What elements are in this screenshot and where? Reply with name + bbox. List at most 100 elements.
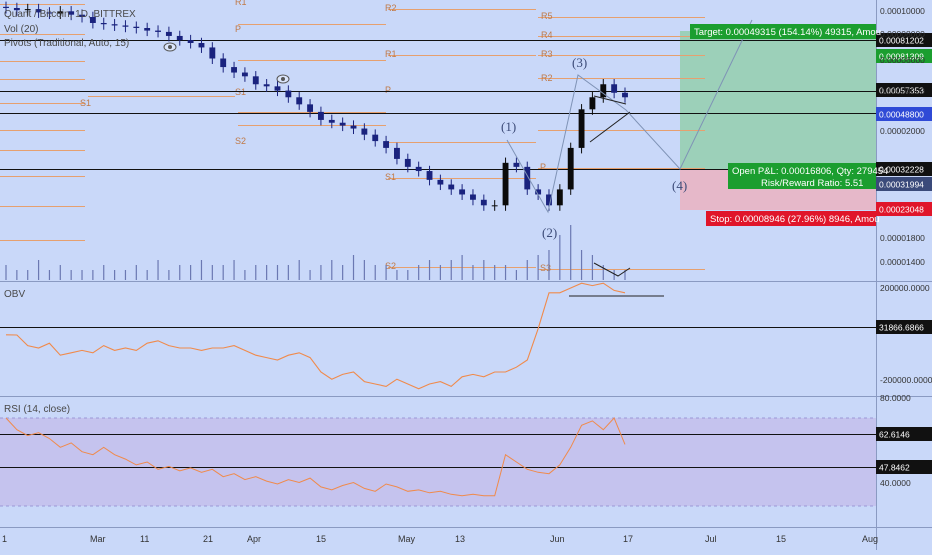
volume-bar [407,270,409,280]
price-tag-label: 0.00023048 [879,205,924,215]
time-tick-label: 15 [776,534,786,544]
time-tick-label: 1 [2,534,7,544]
volume-bar [494,265,496,280]
candle-body [307,104,314,112]
time-tick-label: Mar [90,534,106,544]
time-tick-label: 13 [455,534,465,544]
triangle-lower-line[interactable] [589,111,631,143]
pivot-label: S2 [385,261,396,271]
price-tag-label: 0.00081309 [879,52,924,62]
candle-body [252,76,259,85]
candle-body [122,25,129,27]
symbol-title: Quant / Bitcoin, 1D, BITTREX [4,9,136,20]
volume-bar [16,270,18,280]
volume-bar [124,270,127,280]
ratio-label: Risk/Reward Ratio: 5.51 [761,178,863,189]
time-tick-label: 11 [140,534,149,544]
candle-body [426,171,433,180]
price-tag [876,320,932,334]
volume-bar [352,255,355,280]
eye-icon[interactable] [276,74,290,84]
candle-body [187,40,194,44]
triangle-upper-line[interactable] [593,95,627,105]
time-tick-label: Jun [550,534,565,544]
volume-bar [385,265,387,280]
candle-body [198,43,205,48]
candle-body [578,109,585,148]
obv-tick-label: 200000.0000 [880,283,930,293]
price-tag [876,162,932,176]
target-zone[interactable] [680,31,876,169]
volume-bar [580,250,583,280]
volume-bar [504,265,507,280]
candle-body [35,9,42,13]
volume-bar [190,265,192,280]
volume-drawing[interactable] [593,262,631,277]
rsi-line [5,417,626,497]
candle-body [480,199,487,206]
volume-bar [27,270,29,280]
volume-legend: Vol (20) [4,24,39,35]
volume-bars [5,225,626,280]
volume-bar [439,265,441,280]
candle-body [111,24,118,26]
pivot-label: R4 [541,30,553,40]
pivots-legend: Pivots (Traditional, Auto, 15) [4,38,130,49]
axis-labels: 0.00010000 0.00008000 0.00006000 0.00004000… [2,6,932,544]
volume-bar [276,265,279,280]
pivot-label: S1 [80,98,91,108]
volume-bar [396,270,398,280]
wave-projection-line[interactable] [506,19,753,214]
volume-bar [255,265,257,280]
volume-bar [537,255,539,280]
candle-body [144,28,151,31]
volume-bar [70,270,72,280]
time-tick-label: Apr [247,534,261,544]
volume-bar [624,270,626,280]
price-tag [876,107,932,121]
candle-body [46,12,53,14]
volume-bar [309,270,311,280]
rsi-series [5,417,626,497]
time-tick-label: 21 [203,534,213,544]
eye-icon[interactable] [163,42,177,52]
price-tag-label: 0.00057353 [879,86,924,96]
price-tag [876,177,932,191]
pnl-label-box [728,163,876,189]
candle-body [535,189,542,195]
candle-body [394,147,400,159]
volume-bar [59,265,61,280]
candle-body [404,158,411,167]
candle-body [24,9,31,11]
candle-body [176,35,183,41]
pivot-label: S2 [235,136,246,146]
candle-body [350,125,357,129]
price-tick-label: 0.00010000 [880,6,925,16]
candle-body [13,8,20,11]
volume-bar [298,260,300,280]
time-tick-label: 17 [623,534,633,544]
candle-body [220,58,227,68]
candle-body [209,47,216,59]
volume-bar [450,260,452,280]
pivot-label: P [385,85,391,95]
volume-bar [103,265,105,280]
price-tag-label: 31866.6866 [879,323,924,333]
wave-label: (2) [542,225,557,240]
pivot-label: R5 [541,11,553,21]
volume-bar [613,270,615,280]
rsi-tick-label: 40.0000 [880,478,911,488]
price-tick-label: 0.00001800 [880,233,925,243]
price-tag [876,83,932,97]
candle-body [546,194,552,206]
volume-bar [200,260,203,280]
pnl-label: Open P&L: 0.00016806, Qty: 279454 [732,166,888,177]
price-tag-label: 47.8462 [879,463,910,473]
price-tick-label: 0.00002000 [880,126,925,136]
target-label: Target: 0.00049315 (154.14%) 49315, Amou [694,27,881,38]
candle-body [89,16,96,23]
volume-bar [483,260,485,280]
candle-body [502,162,509,206]
